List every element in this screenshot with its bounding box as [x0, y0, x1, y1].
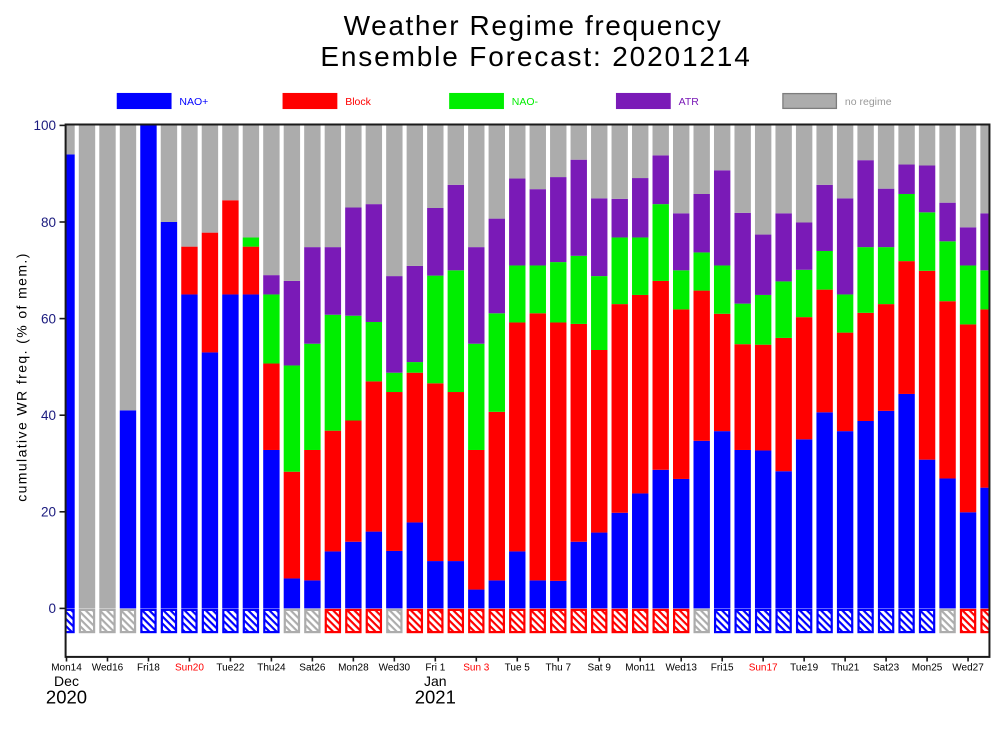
svg-text:40: 40: [41, 408, 56, 423]
svg-text:Fri18: Fri18: [137, 663, 160, 674]
svg-text:Sat23: Sat23: [873, 663, 900, 674]
svg-text:no regime: no regime: [845, 96, 892, 108]
svg-text:cumulative WR freq. (% of mem.: cumulative WR freq. (% of mem.): [13, 252, 29, 502]
svg-text:Thu 7: Thu 7: [545, 663, 571, 674]
svg-text:Thu24: Thu24: [257, 663, 286, 674]
svg-text:Mon11: Mon11: [625, 663, 655, 674]
svg-text:Sun17: Sun17: [749, 663, 778, 674]
svg-text:Wed13: Wed13: [665, 663, 697, 674]
svg-text:NAO+: NAO+: [179, 96, 208, 108]
svg-text:Mon14: Mon14: [51, 663, 82, 674]
svg-text:Sun20: Sun20: [175, 663, 204, 674]
svg-text:Tue19: Tue19: [790, 663, 818, 674]
svg-text:Sat 9: Sat 9: [588, 663, 612, 674]
svg-text:Fri15: Fri15: [711, 663, 734, 674]
svg-text:Tue22: Tue22: [216, 663, 244, 674]
svg-text:Wed30: Wed30: [379, 663, 411, 674]
svg-text:Fri 1: Fri 1: [425, 663, 445, 674]
svg-text:ATR: ATR: [679, 96, 700, 108]
svg-text:Sun 3: Sun 3: [463, 663, 490, 674]
svg-text:2020: 2020: [46, 687, 87, 708]
svg-text:Ensemble Forecast: 20201214: Ensemble Forecast: 20201214: [320, 41, 751, 72]
svg-text:80: 80: [41, 215, 56, 230]
svg-text:2021: 2021: [415, 687, 456, 708]
svg-text:Wed16: Wed16: [92, 663, 124, 674]
svg-text:0: 0: [48, 601, 56, 616]
svg-text:Weather Regime frequency: Weather Regime frequency: [344, 10, 723, 41]
svg-text:100: 100: [33, 118, 56, 133]
svg-text:60: 60: [41, 311, 56, 326]
svg-text:Mon25: Mon25: [912, 663, 943, 674]
svg-text:Jan: Jan: [424, 673, 447, 689]
svg-text:Dec: Dec: [54, 673, 79, 689]
svg-text:Wed27: Wed27: [952, 663, 984, 674]
svg-text:Mon28: Mon28: [338, 663, 369, 674]
svg-text:Tue 5: Tue 5: [505, 663, 531, 674]
svg-text:NAO-: NAO-: [512, 96, 539, 108]
svg-text:Sat26: Sat26: [299, 663, 326, 674]
svg-text:20: 20: [41, 505, 56, 520]
svg-text:Thu21: Thu21: [831, 663, 860, 674]
svg-text:Block: Block: [345, 96, 371, 108]
